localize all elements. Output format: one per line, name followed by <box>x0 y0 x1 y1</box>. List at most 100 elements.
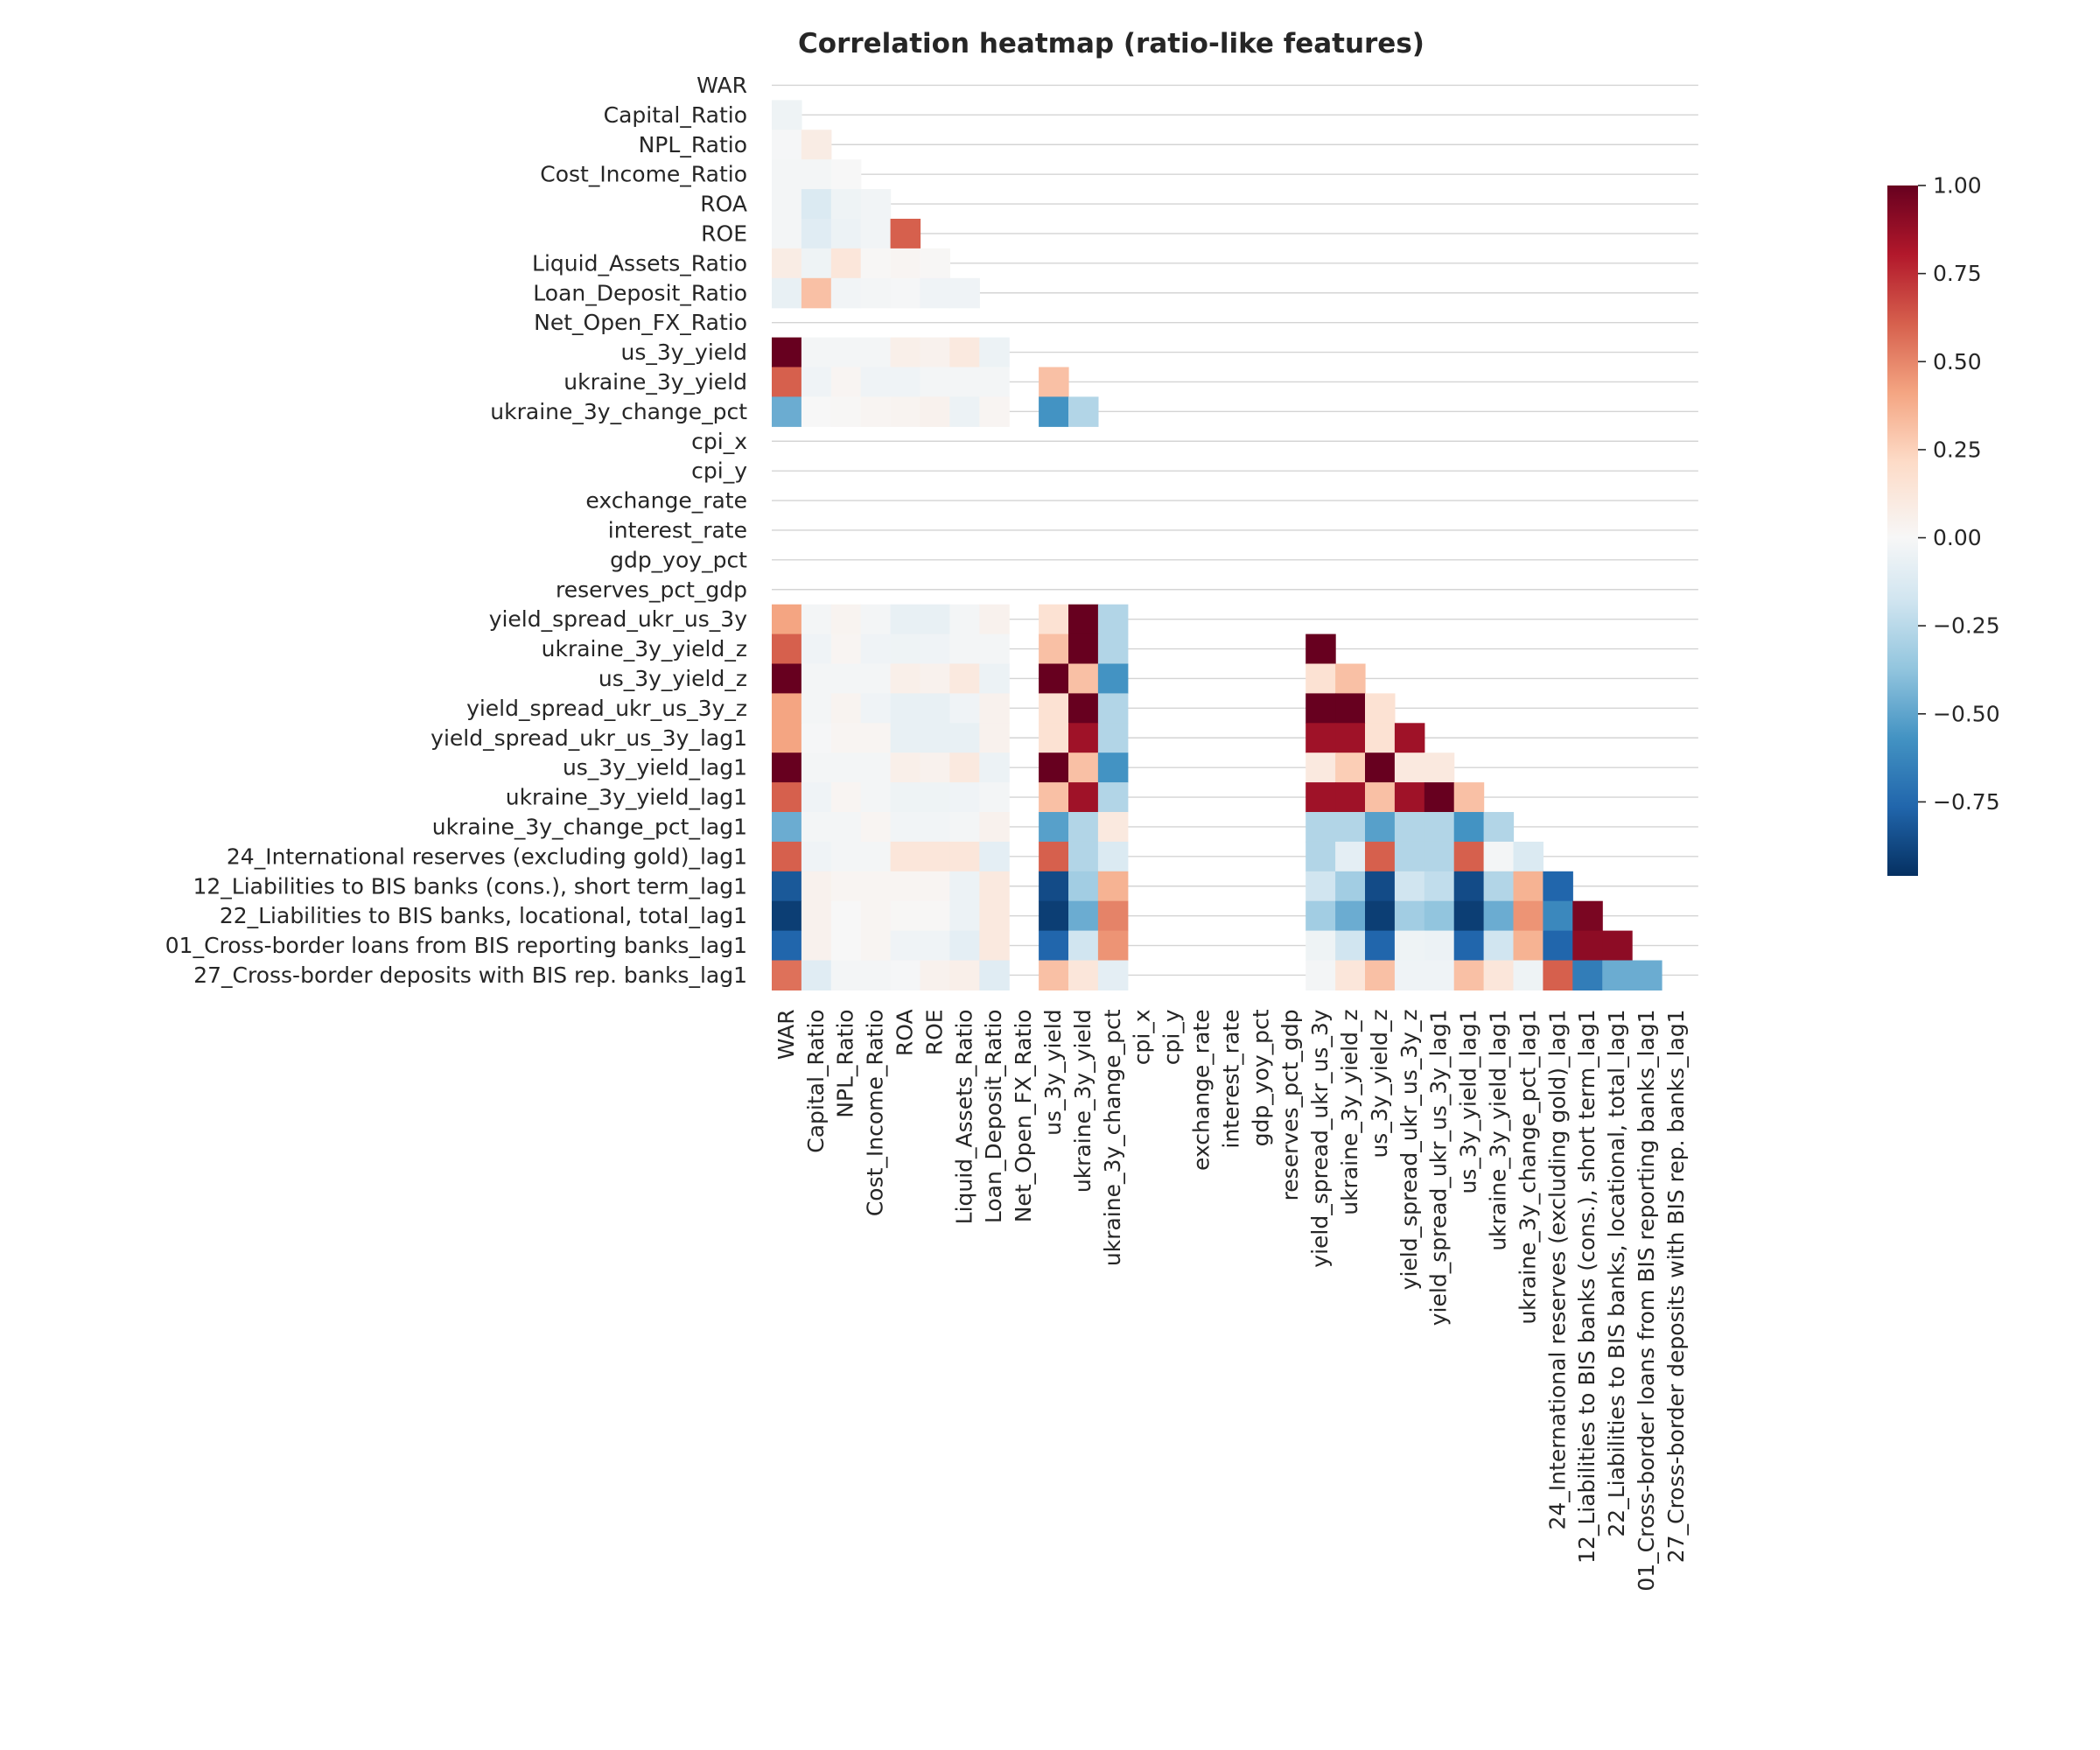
heatmap-cell <box>772 871 802 902</box>
heatmap-cell <box>1424 812 1455 843</box>
heatmap-cell <box>1068 782 1099 813</box>
heatmap-cell <box>890 219 921 249</box>
x-tick-label: WAR <box>774 1009 799 1060</box>
heatmap-cell <box>920 930 950 962</box>
y-tick-label: Capital_Ratio <box>604 102 747 128</box>
heatmap-cell <box>979 367 1010 397</box>
y-tick-label: us_3y_yield_lag1 <box>563 755 747 780</box>
heatmap-cell <box>1453 782 1485 813</box>
y-tick-label: ukraine_3y_yield_lag1 <box>506 785 747 810</box>
heatmap-cell <box>1039 367 1069 397</box>
heatmap-cell <box>1068 900 1099 932</box>
heatmap-cell <box>1068 723 1099 753</box>
heatmap-cell <box>920 277 950 309</box>
heatmap-cell <box>801 871 832 902</box>
y-tick-label: 22_Liabilities to BIS banks, locational,… <box>220 903 747 928</box>
heatmap-cell <box>1365 871 1396 902</box>
y-tick-label: Cost_Income_Ratio <box>540 162 747 187</box>
heatmap-cell <box>1335 752 1366 783</box>
heatmap-cell <box>1306 634 1336 665</box>
heatmap-cell <box>830 337 862 368</box>
heatmap-cell <box>949 841 980 872</box>
heatmap-cell <box>1424 871 1455 902</box>
x-tick-label: ukraine_3y_yield_lag1 <box>1486 1009 1511 1250</box>
heatmap-cell <box>1097 841 1129 872</box>
heatmap-cell <box>1365 812 1396 843</box>
y-tick-label: Loan_Deposit_Ratio <box>533 280 747 305</box>
heatmap-cell <box>801 812 832 843</box>
heatmap-cell <box>772 159 802 190</box>
x-tick-label: us_3y_yield_z <box>1367 1009 1392 1158</box>
heatmap-cell <box>830 841 862 872</box>
heatmap-cell <box>949 367 980 397</box>
heatmap-cell <box>979 752 1010 783</box>
x-tick-labels: WAR Capital_Ratio NPL_Ratio Cost_Income_Rat… <box>774 1009 1689 1591</box>
heatmap-cell <box>1039 930 1069 962</box>
heatmap-cell <box>1513 960 1544 990</box>
heatmap-cell <box>1365 930 1396 962</box>
heatmap-cell <box>830 812 862 843</box>
heatmap-cell <box>772 396 802 427</box>
heatmap-cell <box>1097 960 1129 990</box>
heatmap-cell <box>1068 396 1099 427</box>
heatmap-cell <box>772 219 802 249</box>
heatmap-cell <box>1394 782 1425 813</box>
heatmap-cell <box>860 396 892 427</box>
heatmap-cell <box>1483 900 1515 932</box>
x-tick-label: reserves_pct_gdp <box>1278 1009 1303 1200</box>
heatmap-cell <box>890 900 921 932</box>
heatmap-cell <box>1306 900 1336 932</box>
x-tick-label: 01_Cross-border loans from BIS reporting… <box>1634 1009 1659 1591</box>
heatmap-cell <box>920 723 950 753</box>
heatmap-cell <box>1039 812 1069 843</box>
y-tick-label: yield_spread_ukr_us_3y <box>489 606 748 632</box>
heatmap-cell <box>772 337 802 368</box>
heatmap-cell <box>1424 841 1455 872</box>
heatmap-cell <box>801 604 832 635</box>
x-tick-label: yield_spread_ukr_us_3y <box>1307 1009 1333 1268</box>
heatmap-cell <box>1513 930 1544 962</box>
heatmap-cell <box>1572 900 1603 932</box>
heatmap-cell <box>920 960 950 990</box>
heatmap-cell <box>1039 723 1069 753</box>
colorbar-tick-label: 0.75 <box>1933 261 1982 286</box>
heatmap-cell <box>890 337 921 368</box>
heatmap-cell <box>1039 604 1069 635</box>
heatmap-cell <box>1483 871 1515 902</box>
y-tick-label: ukraine_3y_change_pct <box>490 399 747 424</box>
heatmap-cell <box>949 752 980 783</box>
heatmap-cell <box>1306 752 1336 783</box>
colorbar-tick-label: 0.50 <box>1933 349 1982 374</box>
heatmap-cell <box>1097 871 1129 902</box>
heatmap-cell <box>1483 960 1515 990</box>
heatmap-cell <box>1424 930 1455 962</box>
heatmap-cell <box>860 189 892 220</box>
y-tick-label: exchange_rate <box>585 488 747 514</box>
heatmap-cell <box>890 604 921 635</box>
heatmap-cell <box>1543 930 1573 962</box>
heatmap-cell <box>860 337 892 368</box>
heatmap-cell <box>830 248 862 279</box>
chart-title: Correlation heatmap (ratio-like features… <box>798 28 1424 60</box>
heatmap-cell <box>1513 900 1544 932</box>
heatmap-cell <box>890 841 921 872</box>
heatmap-cell <box>1039 841 1069 872</box>
heatmap-cell <box>830 189 862 220</box>
heatmap-cell <box>920 900 950 932</box>
heatmap-cell <box>1572 960 1603 990</box>
heatmap-cell <box>801 960 832 990</box>
heatmap-cell <box>1068 752 1099 783</box>
heatmap-cell <box>1335 900 1366 932</box>
heatmap-cell <box>949 782 980 813</box>
heatmap-cell <box>1394 723 1425 753</box>
heatmap-cell <box>1424 782 1455 813</box>
heatmap-cell <box>860 752 892 783</box>
y-tick-label: reserves_pct_gdp <box>556 577 747 602</box>
x-tick-label: cpi_x <box>1130 1009 1155 1065</box>
heatmap-cell <box>772 782 802 813</box>
heatmap-cell <box>1602 960 1633 990</box>
heatmap-cell <box>979 900 1010 932</box>
heatmap-cell <box>1335 812 1366 843</box>
heatmap-cell <box>1543 871 1573 902</box>
heatmap-cell <box>801 723 832 753</box>
